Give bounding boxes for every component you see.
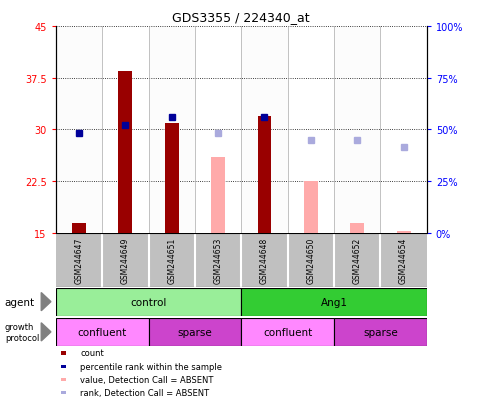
Text: GSM244654: GSM244654 [398,237,407,283]
Text: GSM244651: GSM244651 [167,237,176,283]
Text: sparse: sparse [363,327,397,337]
Bar [211,158,225,233]
Text: confluent: confluent [77,327,126,337]
Bar [118,71,132,233]
Text: Ang1: Ang1 [320,297,347,307]
Bar [56,288,241,316]
Text: confluent: confluent [262,327,312,337]
Bar [257,116,271,233]
Bar [72,223,86,233]
Bar [241,288,426,316]
Text: percentile rank within the sample: percentile rank within the sample [80,362,222,371]
Text: GSM244650: GSM244650 [306,237,315,283]
Text: count: count [80,349,104,358]
Bar [56,27,102,233]
Bar [241,318,333,346]
Bar [56,318,148,346]
Bar [303,182,317,233]
Text: GSM244648: GSM244648 [259,237,269,283]
Bar [349,223,363,233]
Text: sparse: sparse [177,327,212,337]
Text: growth
protocol: growth protocol [5,322,39,342]
Text: control: control [130,297,166,307]
Text: GSM244647: GSM244647 [75,237,83,283]
Bar [165,123,178,233]
Bar [148,27,195,233]
Bar [241,27,287,233]
Bar [333,318,426,346]
Bar [333,27,379,233]
Polygon shape [41,323,51,341]
Text: GSM244653: GSM244653 [213,237,222,283]
Bar [148,318,241,346]
Bar [396,231,410,233]
Title: GDS3355 / 224340_at: GDS3355 / 224340_at [172,11,309,24]
Text: value, Detection Call = ABSENT: value, Detection Call = ABSENT [80,375,213,384]
Text: agent: agent [5,297,35,307]
Text: GSM244649: GSM244649 [121,237,130,283]
Polygon shape [41,293,51,311]
Text: rank, Detection Call = ABSENT: rank, Detection Call = ABSENT [80,388,209,397]
Text: GSM244652: GSM244652 [352,237,361,283]
